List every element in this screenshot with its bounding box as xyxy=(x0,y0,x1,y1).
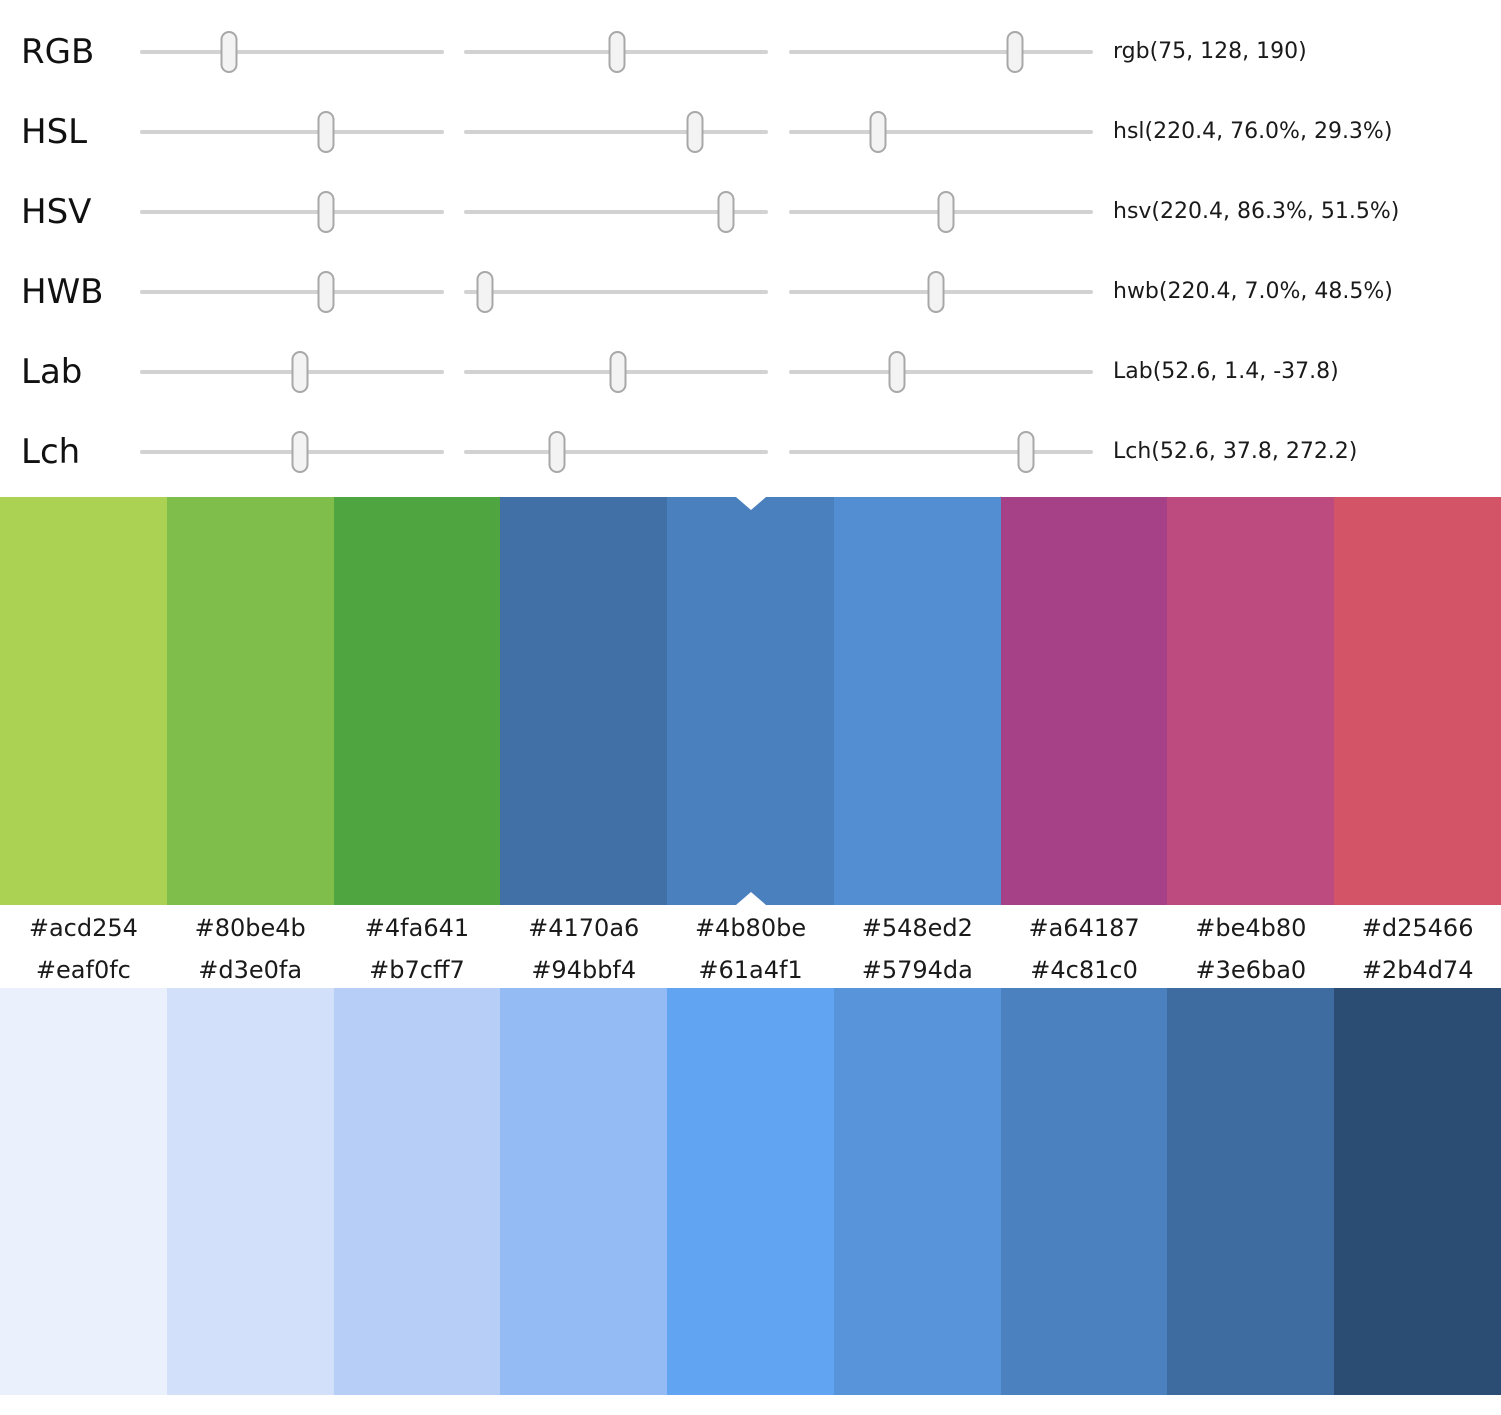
swatch-d3e0fa[interactable] xyxy=(166,988,334,1395)
slider-row: HSL hsl(220.4, 76.0%, 29.3%) xyxy=(0,108,1501,156)
slider-track-1[interactable] xyxy=(140,31,444,73)
palette-bottom xyxy=(0,988,1501,1395)
hex-label: #4c81c0 xyxy=(1030,955,1138,984)
hex-label: #2b4d74 xyxy=(1361,955,1474,984)
slider-row: HSV hsv(220.4, 86.3%, 51.5%) xyxy=(0,188,1501,236)
swatch-a64187[interactable] xyxy=(1000,497,1168,905)
palette-top xyxy=(0,497,1501,905)
slider-row-label: HWB xyxy=(21,272,104,312)
swatch-b7cff7[interactable] xyxy=(333,988,501,1395)
slider-thumb[interactable] xyxy=(1017,431,1035,473)
hex-label: #80be4b xyxy=(194,914,306,942)
swatch-4c81c0[interactable] xyxy=(1000,988,1168,1395)
hex-label: #5794da xyxy=(861,955,973,984)
slider-rows: RGB rgb(75, 128, 190) HSL hsl(220.4, 76.… xyxy=(0,0,1501,497)
hex-label: #4b80be xyxy=(694,914,807,942)
hex-label: #b7cff7 xyxy=(369,955,465,984)
slider-track-1[interactable] xyxy=(140,111,444,153)
slider-track-3[interactable] xyxy=(789,31,1093,73)
swatch-2b4d74[interactable] xyxy=(1334,988,1501,1395)
slider-track-3[interactable] xyxy=(789,111,1093,153)
slider-thumb[interactable] xyxy=(291,351,309,393)
slider-track-2[interactable] xyxy=(464,271,768,313)
hex-label: #4170a6 xyxy=(528,914,640,942)
hex-label: #3e6ba0 xyxy=(1195,955,1307,984)
slider-track-1[interactable] xyxy=(140,271,444,313)
slider-track-2[interactable] xyxy=(464,31,768,73)
slider-row-label: Lch xyxy=(21,432,81,472)
slider-track-3[interactable] xyxy=(789,271,1093,313)
swatch-548ed2[interactable] xyxy=(833,497,1001,905)
swatch-4fa641[interactable] xyxy=(333,497,501,905)
swatch-80be4b[interactable] xyxy=(166,497,334,905)
swatch-4170a6[interactable] xyxy=(500,497,668,905)
hex-row-bottom: #eaf0fc #d3e0fa #b7cff7 #94bbf4 #61a4f1 #5794… xyxy=(0,951,1501,988)
swatch-94bbf4[interactable] xyxy=(500,988,668,1395)
slider-row-label: RGB xyxy=(21,32,95,72)
slider-thumb[interactable] xyxy=(317,191,335,233)
hex-label: #94bbf4 xyxy=(531,955,637,984)
hex-label: #eaf0fc xyxy=(35,955,131,984)
slider-thumb[interactable] xyxy=(609,351,627,393)
slider-track-2[interactable] xyxy=(464,431,768,473)
slider-row-value: rgb(75, 128, 190) xyxy=(1113,39,1307,64)
slider-thumb[interactable] xyxy=(608,31,626,73)
slider-thumb[interactable] xyxy=(937,191,955,233)
swatch-be4b80[interactable] xyxy=(1167,497,1335,905)
slider-track-2[interactable] xyxy=(464,191,768,233)
slider-row: RGB rgb(75, 128, 190) xyxy=(0,28,1501,76)
slider-row-value: Lch(52.6, 37.8, 272.2) xyxy=(1113,439,1358,464)
slider-thumb[interactable] xyxy=(548,431,566,473)
slider-thumb[interactable] xyxy=(476,271,494,313)
slider-track-3[interactable] xyxy=(789,351,1093,393)
swatch-3e6ba0[interactable] xyxy=(1167,988,1335,1395)
slider-thumb[interactable] xyxy=(291,431,309,473)
slider-thumb[interactable] xyxy=(869,111,887,153)
swatch-4b80be[interactable] xyxy=(667,497,834,905)
slider-thumb[interactable] xyxy=(317,271,335,313)
slider-thumb[interactable] xyxy=(927,271,945,313)
swatch-acd254[interactable] xyxy=(0,497,167,905)
slider-row-value: hsl(220.4, 76.0%, 29.3%) xyxy=(1113,119,1393,144)
slider-row-value: hsv(220.4, 86.3%, 51.5%) xyxy=(1113,199,1400,224)
hex-label: #d25466 xyxy=(1361,914,1474,942)
slider-track-2[interactable] xyxy=(464,351,768,393)
slider-track-1[interactable] xyxy=(140,431,444,473)
hex-label: #548ed2 xyxy=(861,914,973,942)
slider-thumb[interactable] xyxy=(686,111,704,153)
slider-track-1[interactable] xyxy=(140,191,444,233)
hex-label: #4fa641 xyxy=(364,914,470,942)
slider-thumb[interactable] xyxy=(220,31,238,73)
slider-track-2[interactable] xyxy=(464,111,768,153)
slider-track-1[interactable] xyxy=(140,351,444,393)
slider-row: HWB hwb(220.4, 7.0%, 48.5%) xyxy=(0,268,1501,316)
slider-row-label: HSV xyxy=(21,192,92,232)
hex-label: #a64187 xyxy=(1028,914,1140,942)
swatch-eaf0fc[interactable] xyxy=(0,988,167,1395)
slider-track-3[interactable] xyxy=(789,191,1093,233)
slider-row: Lab Lab(52.6, 1.4, -37.8) xyxy=(0,348,1501,396)
slider-thumb[interactable] xyxy=(317,111,335,153)
swatch-61a4f1[interactable] xyxy=(667,988,834,1395)
swatch-d25466[interactable] xyxy=(1334,497,1501,905)
slider-row-label: HSL xyxy=(21,112,88,152)
swatch-5794da[interactable] xyxy=(833,988,1001,1395)
hex-row-top: #acd254 #80be4b #4fa641 #4170a6 #4b80be #548e… xyxy=(0,905,1501,951)
slider-row-label: Lab xyxy=(21,352,83,392)
slider-row: Lch Lch(52.6, 37.8, 272.2) xyxy=(0,428,1501,476)
slider-thumb[interactable] xyxy=(1006,31,1024,73)
slider-thumb[interactable] xyxy=(717,191,735,233)
hex-label: #d3e0fa xyxy=(198,955,303,984)
hex-label: #acd254 xyxy=(28,914,138,942)
slider-thumb[interactable] xyxy=(888,351,906,393)
slider-track-3[interactable] xyxy=(789,431,1093,473)
slider-row-value: hwb(220.4, 7.0%, 48.5%) xyxy=(1113,279,1393,304)
hex-label: #61a4f1 xyxy=(698,955,803,984)
slider-row-value: Lab(52.6, 1.4, -37.8) xyxy=(1113,359,1339,384)
hex-label: #be4b80 xyxy=(1195,914,1307,942)
